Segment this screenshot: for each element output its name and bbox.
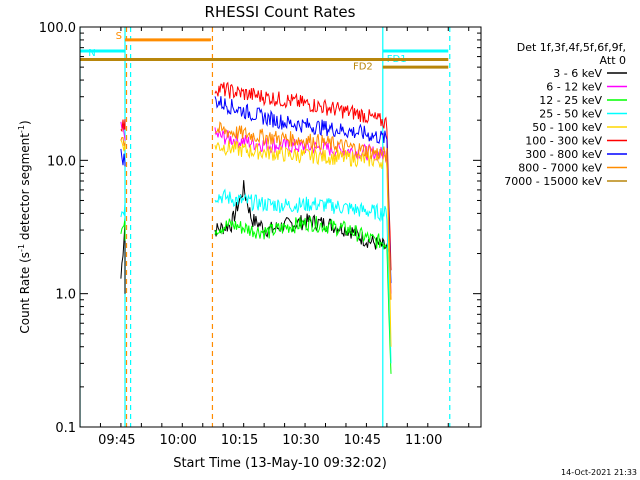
x-tick-label: 10:00 xyxy=(159,433,196,448)
instrument-state-lines xyxy=(80,27,451,427)
plot-area: SNFD1FD2 xyxy=(80,27,451,427)
legend-label-3-6-kev: 3 - 6 keV xyxy=(553,67,602,80)
legend-label-6-12-kev: 6 - 12 keV xyxy=(546,81,602,94)
legend-label-7000-15000-kev: 7000 - 15000 keV xyxy=(504,175,602,188)
footer-date: 14-Oct-2021 21:33 xyxy=(561,468,637,477)
series-3-6-kev xyxy=(214,180,392,271)
legend-label-25-50-kev: 25 - 50 keV xyxy=(539,108,602,121)
series-lines xyxy=(120,81,392,374)
series-pre-50-100-kev xyxy=(120,139,126,152)
series-pre-25-50-kev xyxy=(120,203,126,222)
y-tick-label: 100.0 xyxy=(39,21,76,36)
series-pre-100-300-kev xyxy=(120,119,126,133)
series-100-300-kev xyxy=(214,81,392,271)
annotation-label-fd2: FD2 xyxy=(353,62,373,73)
y-tick-label: 10.0 xyxy=(47,154,76,169)
legend-label-12-25-kev: 12 - 25 keV xyxy=(539,94,602,107)
series-6-12-kev xyxy=(214,127,392,294)
x-tick-label: 09:45 xyxy=(98,433,135,448)
x-tick-label: 10:45 xyxy=(344,433,381,448)
y-axis-label: Count Rate (s-1 detector segment-1) xyxy=(17,120,32,333)
plot-frame xyxy=(79,26,482,428)
series-12-25-kev xyxy=(214,215,392,374)
legend-label-50-100-kev: 50 - 100 keV xyxy=(532,121,602,134)
y-tick-label: 0.1 xyxy=(55,421,76,436)
x-tick-label: 10:15 xyxy=(221,433,258,448)
legend-label-300-800-kev: 300 - 800 keV xyxy=(525,148,602,161)
series-25-50-kev xyxy=(214,188,392,364)
series-300-800-kev xyxy=(214,96,392,284)
series-pre-300-800-kev xyxy=(120,148,126,167)
series-50-100-kev xyxy=(214,140,392,347)
legend-label-100-300-kev: 100 - 300 keV xyxy=(525,135,602,148)
series-pre-800-7000-kev xyxy=(120,136,126,146)
legend: Det 1f,3f,4f,5f,6f,9f, Att 0 3 - 6 keV6 … xyxy=(504,41,627,188)
annotation-label-s: S xyxy=(116,31,122,42)
x-axis: 09:45 10:00 10:15 10:30 10:45 11:00 xyxy=(79,27,470,448)
x-tick-label: 11:00 xyxy=(405,433,442,448)
x-axis-label: Start Time (13-May-10 09:32:02) xyxy=(173,456,387,471)
annotation-label-n: N xyxy=(88,48,95,59)
y-tick-label: 1.0 xyxy=(55,288,76,303)
y-axis: 0.1 1.0 10.0 100.0 xyxy=(39,21,481,436)
x-tick-label: 10:30 xyxy=(282,433,319,448)
legend-label-800-7000-kev: 800 - 7000 keV xyxy=(518,162,602,175)
series-pre-6-12-kev xyxy=(120,121,126,141)
legend-header-line-1: Det 1f,3f,4f,5f,6f,9f, xyxy=(517,41,626,54)
attenuator-annotations: SNFD1FD2 xyxy=(80,31,449,73)
series-pre-12-25-kev xyxy=(120,217,126,241)
legend-header-line-2: Att 0 xyxy=(600,54,626,67)
series-800-7000-kev xyxy=(214,121,392,300)
chart-title: RHESSI Count Rates xyxy=(205,3,356,21)
